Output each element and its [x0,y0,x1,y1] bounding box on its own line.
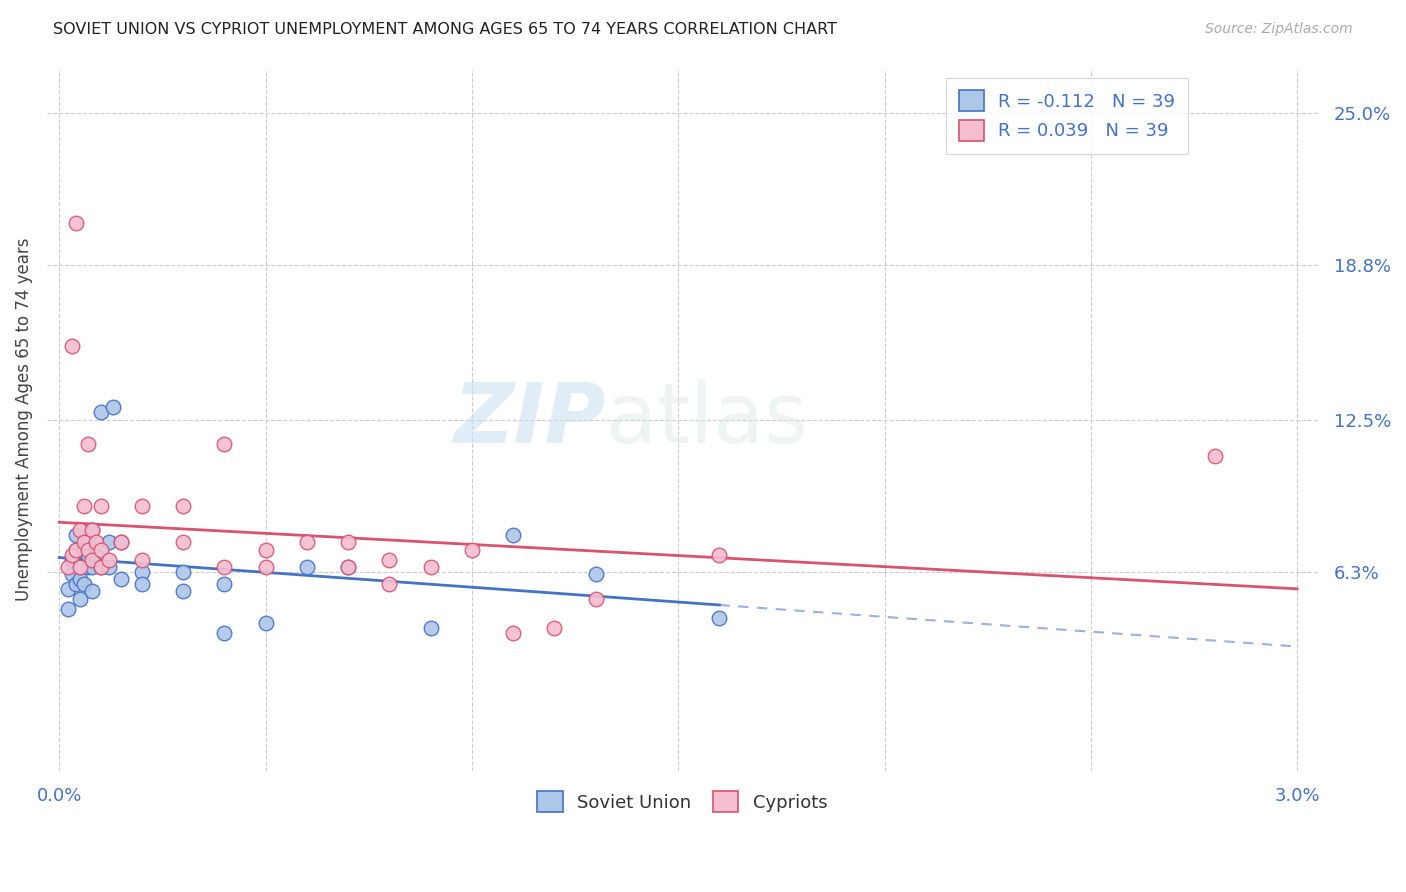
Text: Source: ZipAtlas.com: Source: ZipAtlas.com [1205,22,1353,37]
Point [77,548,100,562]
Point [86,548,108,562]
Point [90,542,112,557]
Point [101,401,124,415]
Point [585,567,607,582]
Point [90,405,112,419]
Point [82,523,104,537]
Point [709,548,731,562]
Point [502,626,524,640]
Point [69,560,91,574]
Text: ZIP: ZIP [454,379,606,460]
Point [73,535,96,549]
Point [65,577,87,591]
Point [82,584,104,599]
Point [337,535,360,549]
Point [69,523,91,537]
Y-axis label: Unemployment Among Ages 65 to 74 years: Unemployment Among Ages 65 to 74 years [15,238,32,601]
Point [60,339,83,353]
Point [65,542,87,557]
Point [73,577,96,591]
Point [77,560,100,574]
Point [543,621,565,635]
Point [90,499,112,513]
Point [56,601,79,615]
Point [461,542,484,557]
Point [214,560,236,574]
Point [295,560,318,574]
Point [82,523,104,537]
Point [73,542,96,557]
Point [254,542,277,557]
Point [77,535,100,549]
Point [419,621,441,635]
Point [97,552,120,566]
Point [110,535,132,549]
Point [73,499,96,513]
Point [585,591,607,606]
Text: atlas: atlas [606,379,808,460]
Point [69,591,91,606]
Point [337,560,360,574]
Point [172,565,194,579]
Point [214,577,236,591]
Point [65,528,87,542]
Point [254,560,277,574]
Point [82,552,104,566]
Point [60,552,83,566]
Point [378,552,401,566]
Point [69,572,91,586]
Point [56,582,79,596]
Text: SOVIET UNION VS CYPRIOT UNEMPLOYMENT AMONG AGES 65 TO 74 YEARS CORRELATION CHART: SOVIET UNION VS CYPRIOT UNEMPLOYMENT AMO… [53,22,838,37]
Point [709,611,731,625]
Point [90,560,112,574]
Legend: Soviet Union, Cypriots: Soviet Union, Cypriots [524,779,839,825]
Point [110,535,132,549]
Point [172,584,194,599]
Point [172,535,194,549]
Point [214,626,236,640]
Point [82,560,104,574]
Point [378,577,401,591]
Point [214,437,236,451]
Point [1204,450,1226,464]
Point [60,548,83,562]
Point [97,560,120,574]
Point [419,560,441,574]
Point [60,567,83,582]
Point [131,577,153,591]
Point [172,499,194,513]
Point [65,216,87,230]
Point [56,560,79,574]
Point [65,542,87,557]
Point [295,535,318,549]
Point [86,535,108,549]
Point [90,560,112,574]
Point [337,560,360,574]
Point [77,437,100,451]
Point [77,542,100,557]
Point [502,528,524,542]
Point [69,560,91,574]
Point [97,535,120,549]
Point [254,616,277,631]
Point [131,552,153,566]
Point [131,499,153,513]
Point [131,565,153,579]
Point [110,572,132,586]
